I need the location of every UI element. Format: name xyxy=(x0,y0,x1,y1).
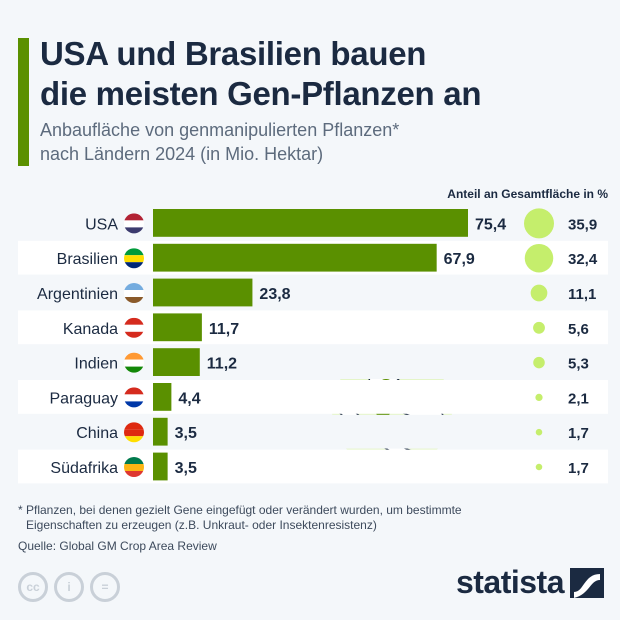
row-background xyxy=(18,449,608,484)
footnote: * Pflanzen, bei denen gezielt Gene einge… xyxy=(18,503,462,533)
license-icons: cc i = xyxy=(18,572,120,602)
flag-usa-icon xyxy=(124,213,144,234)
title-line-1: USA und Brasilien bauen xyxy=(40,35,427,72)
row-background xyxy=(18,380,608,414)
flag-china-icon xyxy=(124,422,144,443)
share-bubble xyxy=(533,356,545,369)
title-line-2: die meisten Gen-Pflanzen an xyxy=(40,75,482,112)
value-label: 75,4 xyxy=(475,216,506,233)
bar xyxy=(153,452,168,481)
table-row: Brasilien 67,9 32,4 xyxy=(18,240,608,275)
category-label: Indien xyxy=(74,356,118,373)
table-row: Südafrika 3,5 1,7 xyxy=(18,449,608,484)
page-title: USA und Brasilien bauen die meisten Gen-P… xyxy=(40,34,481,114)
brand-name: statista xyxy=(455,564,565,600)
bar xyxy=(153,417,168,446)
row-background xyxy=(18,275,608,310)
table-row: Kanada 11,7 5,6 xyxy=(18,310,608,345)
flag-brazil-icon xyxy=(124,248,144,269)
share-bubble xyxy=(524,208,554,239)
category-label: Brasilien xyxy=(57,251,118,268)
cc-icon[interactable]: cc xyxy=(18,572,48,602)
flag-india-icon xyxy=(124,352,144,373)
share-label: 5,6 xyxy=(568,321,589,338)
footnote-line-1: * Pflanzen, bei denen gezielt Gene einge… xyxy=(18,503,462,517)
value-label: 11,2 xyxy=(207,356,237,373)
share-label: 32,4 xyxy=(568,251,598,268)
share-label: 1,7 xyxy=(568,425,589,442)
share-label: 5,3 xyxy=(568,356,589,373)
value-label: 4,4 xyxy=(178,390,200,407)
share-column-header: Anteil an Gesamtfläche in % xyxy=(447,187,608,201)
row-background xyxy=(18,345,608,379)
share-label: 2,1 xyxy=(568,390,589,407)
row-background xyxy=(18,414,608,449)
category-label: Argentinien xyxy=(37,286,118,303)
bar xyxy=(153,313,202,342)
table-row: Paraguay 4,4 2,1 xyxy=(18,380,608,414)
table-row: USA 75,4 35,9 xyxy=(18,206,608,240)
value-label: 3,5 xyxy=(175,425,197,442)
statista-logo[interactable]: statista xyxy=(456,564,604,601)
subtitle-line-2: nach Ländern 2024 (in Mio. Hektar) xyxy=(40,144,324,164)
bar xyxy=(153,278,253,307)
share-bubble xyxy=(535,393,543,402)
value-label: 67,9 xyxy=(444,251,475,268)
source: Quelle: Global GM Crop Area Review xyxy=(18,539,217,553)
flag-argentina-icon xyxy=(124,283,144,303)
share-label: 35,9 xyxy=(568,216,597,233)
bar xyxy=(153,243,437,272)
share-bubble xyxy=(530,284,548,302)
subtitle: Anbaufläche von genmanipulierten Pflanze… xyxy=(40,118,399,166)
category-label: Kanada xyxy=(63,321,118,338)
share-bubble xyxy=(524,243,554,273)
flag-south-africa-icon xyxy=(124,457,144,477)
table-row: China 3,5 1,7 xyxy=(18,414,608,449)
share-label: 11,1 xyxy=(568,286,596,303)
value-label: 23,8 xyxy=(259,286,290,303)
no-derivatives-icon[interactable]: = xyxy=(90,572,120,602)
table-row: Indien 11,2 5,3 xyxy=(18,345,608,379)
subtitle-line-1: Anbaufläche von genmanipulierten Pflanze… xyxy=(40,120,400,140)
flag-canada-icon xyxy=(124,317,144,338)
share-bubble xyxy=(535,463,543,471)
row-background xyxy=(18,310,608,345)
value-label: 11,7 xyxy=(209,321,239,338)
bar xyxy=(153,383,172,411)
footnote-line-2: Eigenschaften zu erzeugen (z.B. Unkraut-… xyxy=(26,518,377,532)
category-label: Südafrika xyxy=(50,460,118,477)
category-label: Paraguay xyxy=(50,390,119,407)
share-bubble xyxy=(535,428,543,436)
category-label: USA xyxy=(85,216,118,233)
attribution-icon[interactable]: i xyxy=(54,572,84,602)
flag-paraguay-icon xyxy=(124,387,144,408)
bar xyxy=(153,348,200,376)
share-label: 1,7 xyxy=(568,460,589,477)
statista-logo-icon xyxy=(570,567,604,598)
value-label: 3,5 xyxy=(175,460,197,477)
bar xyxy=(153,209,468,237)
title-accent-bar xyxy=(18,38,29,166)
category-label: China xyxy=(76,425,118,442)
share-bubble xyxy=(533,321,545,334)
table-row: Argentinien 23,8 11,1 xyxy=(18,275,608,310)
